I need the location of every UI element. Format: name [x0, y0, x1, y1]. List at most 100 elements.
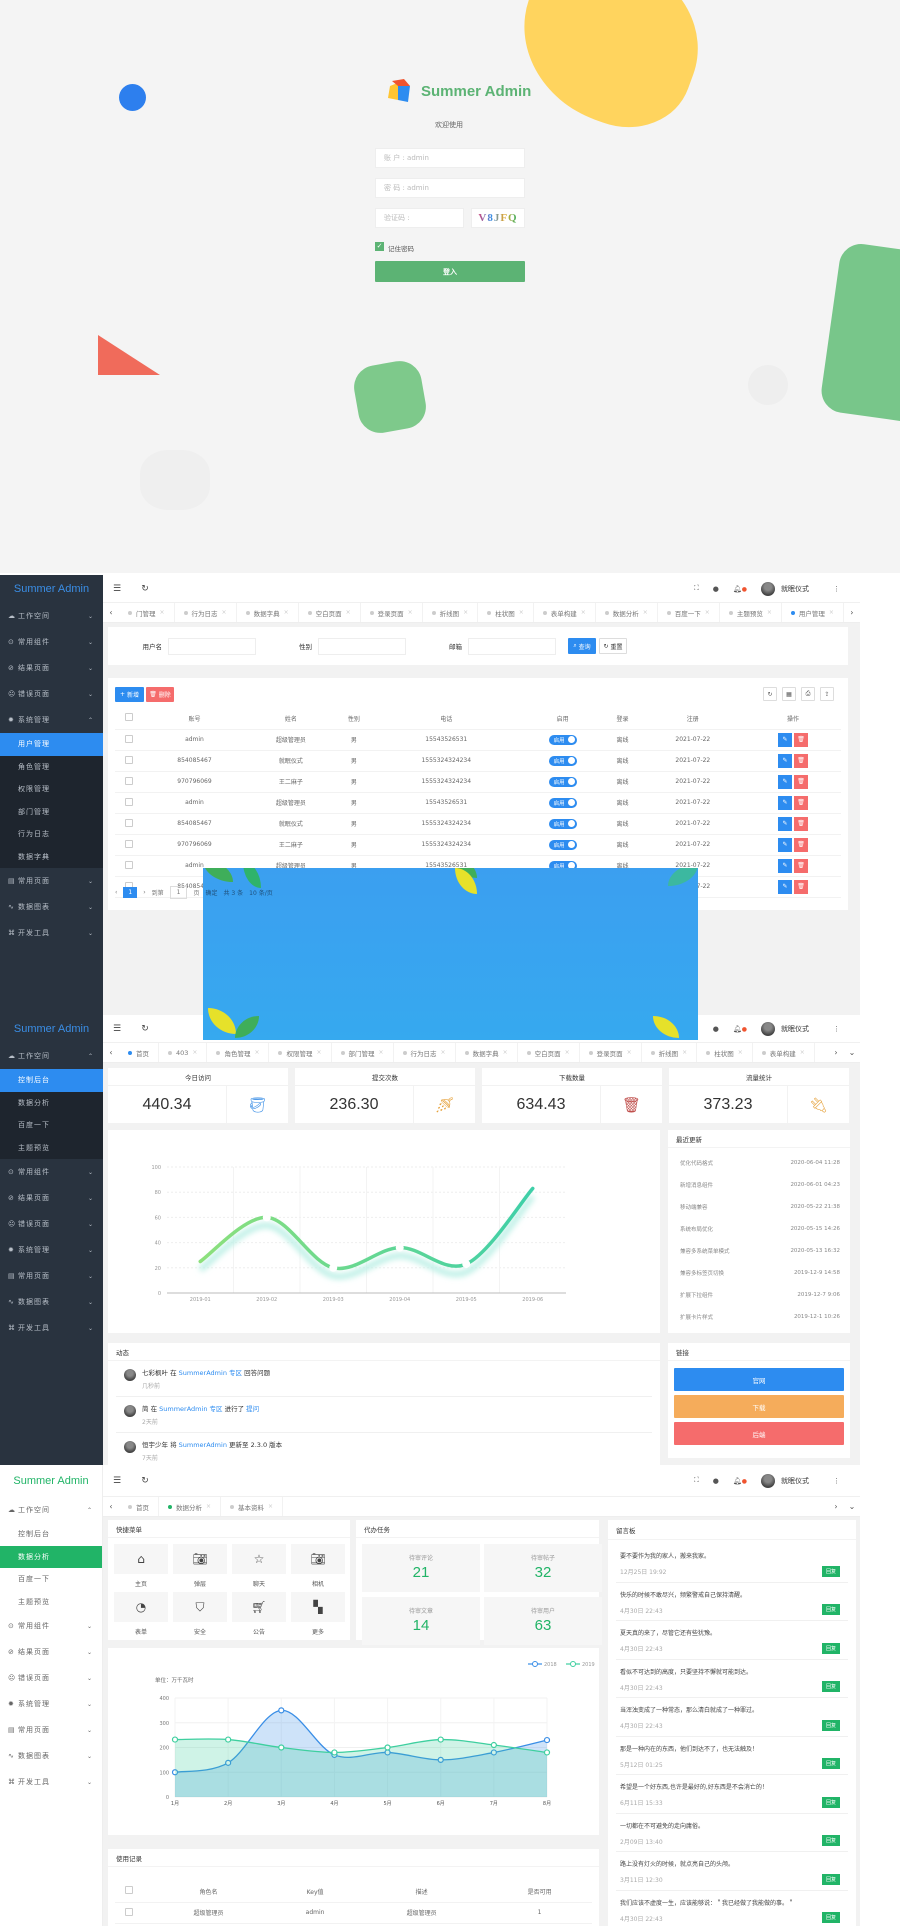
checkbox[interactable] — [125, 755, 133, 764]
tab-close-icon[interactable]: × — [737, 1049, 743, 1056]
tab-item[interactable]: 门管理 × — [119, 603, 175, 622]
tab-close-icon[interactable]: × — [502, 1049, 508, 1056]
sidebar-item[interactable]: ⊘ 结果页面 ⌄ — [0, 1639, 102, 1665]
tab-close-icon[interactable]: × — [268, 1503, 274, 1510]
update-item[interactable]: 优化代码格式 2020-06-04 11:28 — [668, 1152, 850, 1174]
select-all-checkbox[interactable] — [115, 1881, 143, 1903]
tab-item[interactable]: 空白页面 × — [299, 603, 361, 622]
user-menu[interactable]: 就眠仪式 — [761, 1021, 809, 1036]
sidebar-subitem[interactable]: 数据字典 — [18, 852, 50, 861]
sidebar-item[interactable]: ⊘ 结果页面 ⌄ — [0, 1185, 103, 1211]
more-icon[interactable]: ⋮ — [833, 584, 840, 593]
tab-close-icon[interactable]: × — [254, 1049, 260, 1056]
checkbox[interactable] — [125, 776, 133, 785]
enabled-toggle[interactable]: 启用 — [548, 776, 577, 787]
link-button[interactable]: 官网 — [674, 1368, 844, 1391]
email-input[interactable] — [468, 637, 556, 655]
tab-item[interactable]: 主题预览 × — [720, 603, 782, 622]
sidebar-subitem[interactable]: 行为日志 — [18, 830, 50, 839]
update-item[interactable]: 新增消息组件 2020-06-01 04:23 — [668, 1174, 850, 1196]
enabled-toggle[interactable]: 启用 — [548, 755, 577, 766]
tab-close-icon[interactable]: × — [642, 609, 648, 616]
delete-icon[interactable]: 🗑︎ — [794, 837, 809, 852]
tab-item[interactable]: 折线图 × — [423, 603, 479, 622]
delete-icon[interactable]: 🗑︎ — [794, 879, 809, 894]
refresh-icon[interactable]: ↻ — [141, 583, 149, 594]
sidebar-item[interactable]: ✹ 系统管理 ⌄ — [0, 1237, 103, 1263]
sidebar-subitem[interactable]: 部门管理 — [18, 807, 50, 816]
reply-button[interactable]: 回复 — [821, 1912, 840, 1923]
tab-item[interactable]: 角色管理 × — [207, 1043, 270, 1062]
tab-close-icon[interactable]: × — [828, 609, 834, 616]
update-item[interactable]: 扩展卡片样式 2019-12-1 10:26 — [668, 1306, 850, 1328]
remember-checkbox[interactable]: ✓ — [375, 242, 384, 251]
password-input[interactable]: 密 码 : admin — [375, 178, 525, 198]
select-all-checkbox[interactable] — [115, 708, 143, 730]
sidebar-subitem[interactable]: 权限管理 — [18, 785, 50, 794]
delete-icon[interactable]: 🗑︎ — [794, 774, 809, 789]
tab-item[interactable]: 基本资料 × — [221, 1497, 284, 1516]
tab-item[interactable]: 数据分析 × — [159, 1497, 222, 1516]
tab-close-icon[interactable]: × — [704, 609, 710, 616]
reply-button[interactable]: 回复 — [821, 1565, 840, 1577]
checkbox[interactable] — [125, 734, 133, 743]
task-item[interactable]: 待审用户 63 — [484, 1597, 602, 1645]
tab-item[interactable]: 登录页面 × — [361, 603, 423, 622]
login-button[interactable]: 登入 — [375, 261, 525, 282]
reply-button[interactable]: 回复 — [821, 1873, 840, 1885]
tab-prev-icon[interactable]: ‹ — [109, 608, 113, 617]
menu-toggle-icon[interactable]: ☰ — [112, 1023, 122, 1034]
sidebar-item[interactable]: ⌘ 开发工具 ⌄ — [0, 1315, 103, 1341]
sidebar-subitem[interactable]: 数据分析 — [0, 1545, 102, 1568]
tab-next-icon[interactable]: › — [834, 1502, 838, 1511]
enabled-toggle[interactable]: 启用 — [548, 839, 577, 850]
edit-icon[interactable]: ✎ — [778, 879, 793, 894]
page-1[interactable]: 1 — [123, 887, 138, 898]
tab-close-icon[interactable]: × — [192, 1049, 198, 1056]
sidebar-item[interactable]: ▤ 常用页面 ⌄ — [0, 1717, 102, 1743]
link-button[interactable]: 下载 — [674, 1395, 844, 1418]
tab-item[interactable]: 表单构建 × — [534, 603, 596, 622]
sidebar-item[interactable]: ☹ 错误页面 ⌄ — [0, 681, 103, 707]
delete-icon[interactable]: 🗑︎ — [794, 858, 809, 873]
tab-item[interactable]: 403 × — [159, 1043, 208, 1062]
enabled-toggle[interactable]: 启用 — [548, 860, 577, 871]
sidebar-item[interactable]: ☁ 工作空间 ⌃ — [0, 1497, 102, 1523]
tab-close-icon[interactable]: × — [345, 609, 351, 616]
reply-button[interactable]: 回复 — [821, 1835, 840, 1846]
print-icon[interactable]: ⎙ — [801, 687, 815, 701]
update-item[interactable]: 扩展下拉组件 2019-12-7 9:06 — [668, 1284, 850, 1306]
tab-item[interactable]: 空白页面 × — [518, 1043, 580, 1062]
task-item[interactable]: 待审评论 21 — [362, 1544, 480, 1592]
sidebar-subitem[interactable]: 角色管理 — [18, 762, 50, 771]
row-select[interactable] — [115, 750, 143, 772]
captcha-image[interactable]: V8JFQ — [471, 208, 525, 228]
user-menu[interactable]: 就眠仪式 — [761, 581, 809, 596]
checkbox[interactable] — [125, 713, 133, 722]
sidebar-item[interactable]: ▤ 常用页面 ⌄ — [0, 868, 103, 894]
quick-menu-item[interactable]: ⛉ 安全 — [173, 1592, 227, 1636]
tab-item[interactable]: 部门管理 × — [332, 1043, 394, 1062]
fullscreen-icon[interactable]: ⛶ — [693, 1476, 699, 1484]
bell-icon[interactable]: 🔔︎● — [732, 1476, 747, 1485]
sidebar-item[interactable]: ⊙ 常用组件 ⌄ — [0, 1159, 103, 1185]
tab-item[interactable]: 用户管理 × — [782, 603, 844, 622]
sidebar-subitem[interactable]: 百度一下 — [18, 1121, 50, 1130]
reply-button[interactable]: 回复 — [821, 1719, 840, 1731]
delete-icon[interactable]: 🗑︎ — [794, 732, 809, 747]
edit-icon[interactable]: ✎ — [778, 816, 793, 831]
tab-next-icon[interactable]: › — [850, 608, 854, 617]
prev-page-icon[interactable]: ‹ — [115, 889, 118, 896]
add-button[interactable]: + 新增 — [115, 687, 144, 702]
sidebar-item[interactable]: ☁ 工作空间 ⌃ — [0, 1043, 103, 1069]
update-item[interactable]: 兼容多系统菜单模式 2020-05-13 16:32 — [668, 1240, 850, 1262]
account-input[interactable]: 账 户 : admin — [375, 148, 525, 168]
feed-link[interactable]: SummerAdmin 专区 — [178, 1369, 243, 1377]
enabled-toggle[interactable]: 启用 — [548, 818, 577, 829]
sidebar-item[interactable]: ☹ 错误页面 ⌄ — [0, 1665, 102, 1691]
tab-close-icon[interactable]: × — [316, 1049, 322, 1056]
update-item[interactable]: 兼容多标签页切换 2019-12-9 14:58 — [668, 1262, 850, 1284]
tab-close-icon[interactable]: × — [463, 609, 469, 616]
row-select[interactable] — [115, 813, 143, 835]
sidebar-subitem[interactable]: 主题预览 — [18, 1143, 50, 1152]
